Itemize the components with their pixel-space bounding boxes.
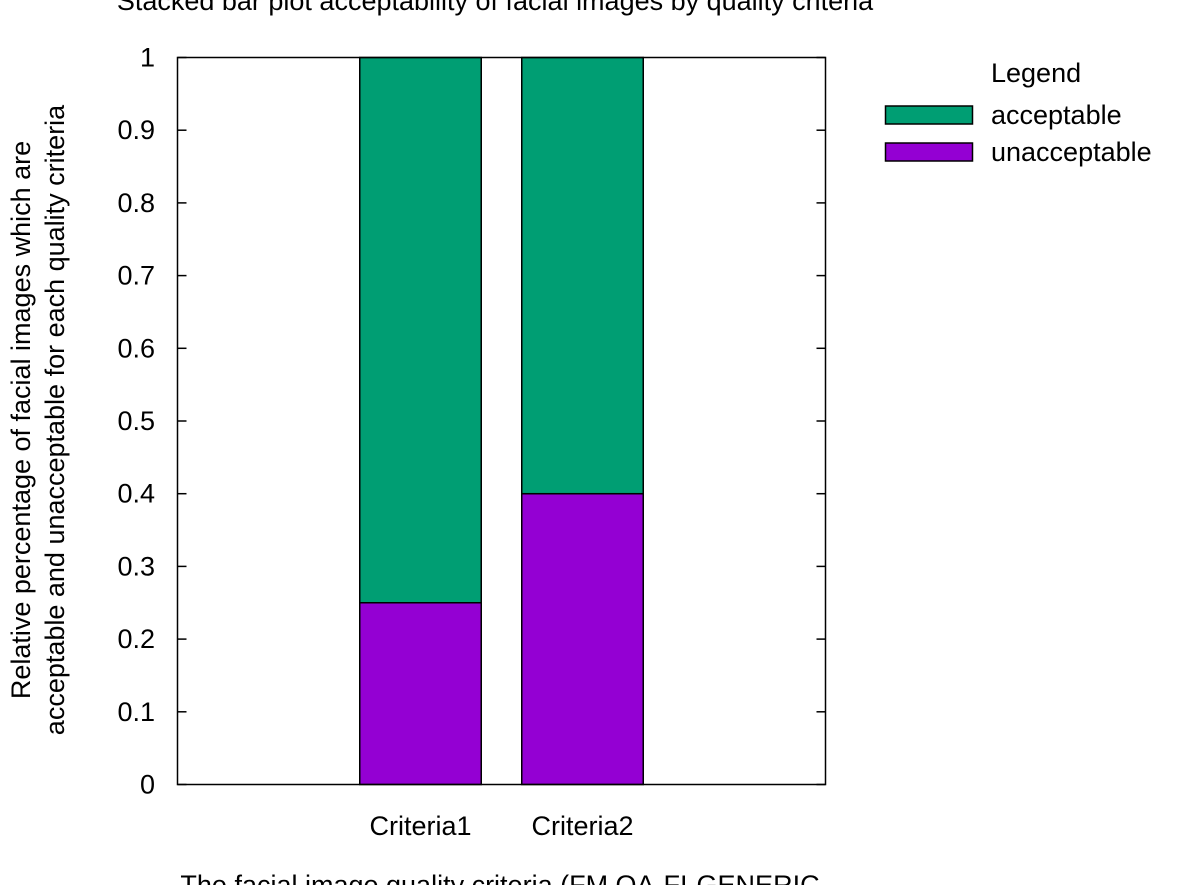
x-tick-label-criteria1: Criteria1 [369, 811, 471, 841]
bar-criteria1-acceptable [359, 56, 482, 604]
y-tick-label-0-8: 0.8 [117, 188, 155, 218]
x-tick-label-criteria2: Criteria2 [531, 811, 633, 841]
y-axis-label-line-2: acceptable and unacceptable for each qua… [40, 104, 70, 735]
legend-label-acceptable: acceptable [991, 100, 1122, 130]
legend-title: Legend [991, 58, 1081, 88]
y-tick-label-0-6: 0.6 [117, 333, 155, 363]
bars-layer [359, 56, 644, 786]
bar-criteria2-unacceptable [521, 492, 644, 786]
bar-criteria1-unacceptable [359, 602, 482, 786]
y-tick-label-0-2: 0.2 [117, 624, 155, 654]
legend: Legend acceptable unacceptable [884, 58, 1152, 167]
chart-title: Stacked bar plot acceptability of facial… [117, 0, 874, 16]
legend-swatch-acceptable [884, 105, 974, 125]
y-axis-label-line-1: Relative percentage of facial images whi… [6, 141, 36, 699]
bar-criteria2-acceptable [521, 56, 644, 495]
y-tick-label-0: 0 [140, 770, 155, 800]
ticks-layer: Criteria1 Criteria2 0 0.1 0.2 0.3 0.4 0.5 0.6 0.7… [117, 43, 826, 841]
y-tick-label-0-4: 0.4 [117, 479, 155, 509]
y-tick-label-0-7: 0.7 [117, 261, 155, 291]
plot-frame [176, 56, 827, 786]
y-tick-label-0-5: 0.5 [117, 406, 155, 436]
y-tick-label-1: 1 [140, 43, 155, 73]
y-tick-label-0-9: 0.9 [117, 115, 155, 145]
x-axis-label: The facial image quality criteria (FM QA… [180, 870, 819, 885]
legend-label-unacceptable: unacceptable [991, 137, 1152, 167]
y-tick-label-0-3: 0.3 [117, 551, 155, 581]
legend-swatch-unacceptable [884, 142, 974, 162]
y-tick-label-0-1: 0.1 [117, 697, 155, 727]
